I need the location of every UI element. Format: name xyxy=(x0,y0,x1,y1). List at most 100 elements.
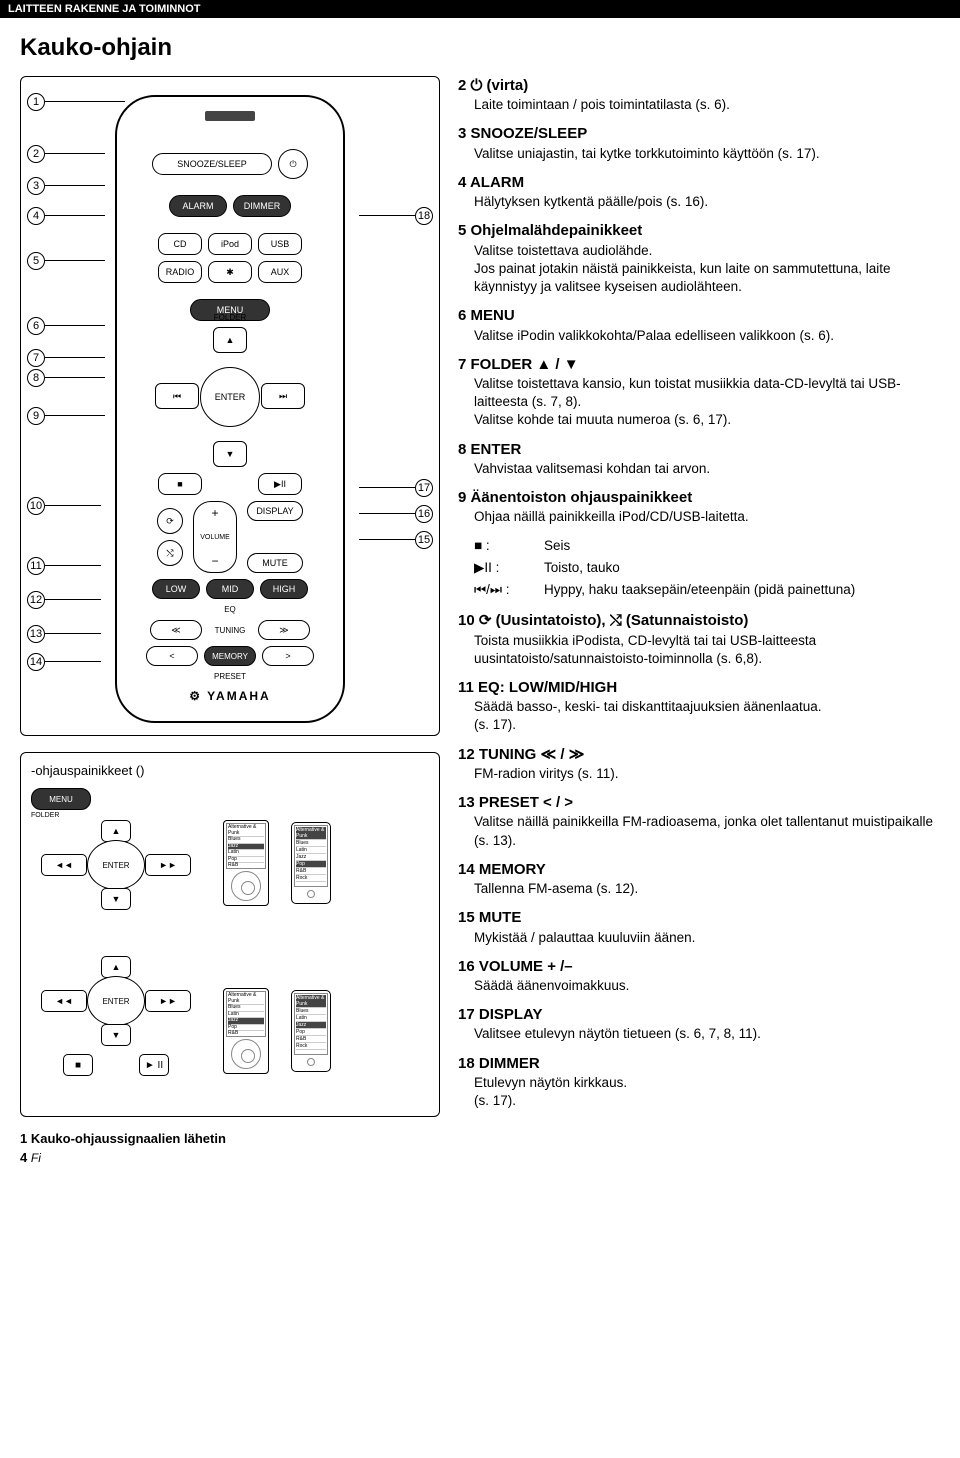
mini-enter[interactable]: ENTER xyxy=(87,840,145,890)
repeat-button[interactable]: ⟳ xyxy=(157,508,183,534)
mini-folder-label: FOLDER xyxy=(31,812,59,819)
mini2-down[interactable]: ▼ xyxy=(101,1024,131,1046)
mini2-play[interactable]: ► II xyxy=(139,1054,169,1076)
desc-item: 4 ALARMHälytyksen kytkentä päälle/pois (… xyxy=(458,173,940,211)
desc-item: 17 DISPLAYValitsee etulevyn näytön tietu… xyxy=(458,1005,940,1043)
next-button[interactable]: ⏭ xyxy=(261,383,305,409)
desc-item: 8 ENTERVahvistaa valitsemasi kohdan tai … xyxy=(458,440,940,478)
prev-button[interactable]: ⏮ xyxy=(155,383,199,409)
shuffle-button[interactable]: ⤭ xyxy=(157,540,183,566)
callout-2: 2 xyxy=(27,145,45,163)
callout-9: 9 xyxy=(27,407,45,425)
desc-item: 12 TUNING ≪ / ≫FM-radion viritys (s. 11)… xyxy=(458,745,940,783)
desc-item: 9 Äänentoiston ohjauspainikkeetOhjaa näi… xyxy=(458,488,940,526)
display-button[interactable]: DISPLAY xyxy=(247,501,303,521)
mini-next[interactable]: ►► xyxy=(145,854,191,876)
controls-box: -ohjauspainikkeet () MENU FOLDER ▲ ◄◄ EN… xyxy=(20,752,440,1117)
ipod-classic-icon-2: Alternative & PunkBlues LatinJazz PopR&B… xyxy=(223,988,269,1074)
snooze-button[interactable]: SNOOZE/SLEEP xyxy=(152,153,272,175)
mini2-up[interactable]: ▲ xyxy=(101,956,131,978)
ir-window xyxy=(205,111,255,121)
callout-8: 8 xyxy=(27,369,45,387)
bt-button[interactable]: ✱ xyxy=(208,261,252,283)
radio-button[interactable]: RADIO xyxy=(158,261,202,283)
mini2-prev[interactable]: ◄◄ xyxy=(41,990,87,1012)
controls-box-title: -ohjauspainikkeet () xyxy=(31,763,429,778)
usb-button[interactable]: USB xyxy=(258,233,302,255)
mini-dpad-1: MENU FOLDER ▲ ◄◄ ENTER ►► ▼ xyxy=(31,788,201,938)
desc-item: 10 ⟳ (Uusintatoisto), ⤭ (Satunnaistoisto… xyxy=(458,611,940,668)
desc-item: 6 MENUValitse iPodin valikkokohta/Palaa … xyxy=(458,306,940,344)
enter-button[interactable]: ENTER xyxy=(200,367,260,427)
remote-diagram: 1 2 3 4 5 6 7 8 9 10 11 12 13 14 18 17 1… xyxy=(20,76,440,736)
volume-rocker[interactable]: + VOLUME − xyxy=(193,501,237,573)
desc-item: 5 OhjelmalähdepainikkeetValitse toistett… xyxy=(458,221,940,296)
mini2-enter[interactable]: ENTER xyxy=(87,976,145,1026)
dimmer-button[interactable]: DIMMER xyxy=(233,195,291,217)
mid-button[interactable]: MID xyxy=(206,579,254,599)
desc-item: 16 VOLUME + /–Säädä äänenvoimakkuus. xyxy=(458,957,940,995)
callout-16: 16 xyxy=(415,505,433,523)
mini-down[interactable]: ▼ xyxy=(101,888,131,910)
callout-7: 7 xyxy=(27,349,45,367)
footer-line: 1 Kauko-ohjaussignaalien lähetin xyxy=(20,1131,440,1146)
high-button[interactable]: HIGH xyxy=(260,579,308,599)
mini2-stop[interactable]: ■ xyxy=(63,1054,93,1076)
down-button[interactable]: ▼ xyxy=(213,441,247,467)
stop-button[interactable]: ■ xyxy=(158,473,202,495)
up-button[interactable]: ▲ xyxy=(213,327,247,353)
aux-button[interactable]: AUX xyxy=(258,261,302,283)
callout-10: 10 xyxy=(27,497,45,515)
desc-item: 15 MUTEMykistää / palauttaa kuuluviin ää… xyxy=(458,908,940,946)
alarm-button[interactable]: ALARM xyxy=(169,195,227,217)
ipod-classic-icon: Alternative & PunkBlues JazzLatin PopR&B… xyxy=(223,820,269,906)
callout-17: 17 xyxy=(415,479,433,497)
symbol-table: ■ :Seis▶II :Toisto, tauko⏮/⏭ :Hyppy, hak… xyxy=(474,537,940,600)
preset-right[interactable]: > xyxy=(262,646,314,666)
desc-item: 2 ⏻ (virta)Laite toimintaan / pois toimi… xyxy=(458,76,940,114)
mini2-next[interactable]: ►► xyxy=(145,990,191,1012)
callout-14: 14 xyxy=(27,653,45,671)
memory-button[interactable]: MEMORY xyxy=(204,646,256,666)
callout-5: 5 xyxy=(27,252,45,270)
tuning-left[interactable]: ≪ xyxy=(150,620,202,640)
iphone-icon: Alternative & PunkBlues LatinJazz PopR&B… xyxy=(291,822,331,904)
callout-11: 11 xyxy=(27,557,45,575)
preset-left[interactable]: < xyxy=(146,646,198,666)
callout-18: 18 xyxy=(415,207,433,225)
mini-menu[interactable]: MENU xyxy=(31,788,91,810)
tuning-right[interactable]: ≫ xyxy=(258,620,310,640)
desc-item: 14 MEMORYTallenna FM-asema (s. 12). xyxy=(458,860,940,898)
desc-item: 7 FOLDER ▲ / ▼Valitse toistettava kansio… xyxy=(458,355,940,430)
iphone-icon-2: Alternative & PunkBlues LatinJazz PopR&B… xyxy=(291,990,331,1072)
callout-15: 15 xyxy=(415,531,433,549)
desc-item: 11 EQ: LOW/MID/HIGHSäädä basso-, keski- … xyxy=(458,678,940,735)
play-button[interactable]: ▶II xyxy=(258,473,302,495)
desc-item: 13 PRESET < / >Valitse näillä painikkeil… xyxy=(458,793,940,850)
mini-dpad-2: ▲ ◄◄ ENTER ►► ▼ ■ ► II xyxy=(31,956,201,1106)
callout-4: 4 xyxy=(27,207,45,225)
mini-prev[interactable]: ◄◄ xyxy=(41,854,87,876)
power-button[interactable]: ⏻ xyxy=(278,149,308,179)
desc-item: 3 SNOOZE/SLEEPValitse uniajastin, tai ky… xyxy=(458,124,940,162)
dpad: FOLDER ▲ ▼ ⏮ ⏭ ENTER xyxy=(155,327,305,467)
cd-button[interactable]: CD xyxy=(158,233,202,255)
descriptions: 2 ⏻ (virta)Laite toimintaan / pois toimi… xyxy=(458,76,940,1165)
callout-1: 1 xyxy=(27,93,45,111)
callout-6: 6 xyxy=(27,317,45,335)
mute-button[interactable]: MUTE xyxy=(247,553,303,573)
mini-up[interactable]: ▲ xyxy=(101,820,131,842)
page-title: Kauko-ohjain xyxy=(20,34,940,62)
yamaha-logo: ⚙ YAMAHA xyxy=(127,689,333,703)
preset-label: PRESET xyxy=(127,672,333,681)
callout-12: 12 xyxy=(27,591,45,609)
desc-item: 18 DIMMEREtulevyn näytön kirkkaus.(s. 17… xyxy=(458,1054,940,1111)
tuning-label: TUNING xyxy=(208,626,252,635)
breadcrumb: LAITTEEN RAKENNE JA TOIMINNOT xyxy=(0,0,960,18)
folder-label: FOLDER xyxy=(205,313,255,322)
callout-13: 13 xyxy=(27,625,45,643)
low-button[interactable]: LOW xyxy=(152,579,200,599)
callout-3: 3 xyxy=(27,177,45,195)
eq-label: EQ xyxy=(127,605,333,614)
ipod-button[interactable]: iPod xyxy=(208,233,252,255)
